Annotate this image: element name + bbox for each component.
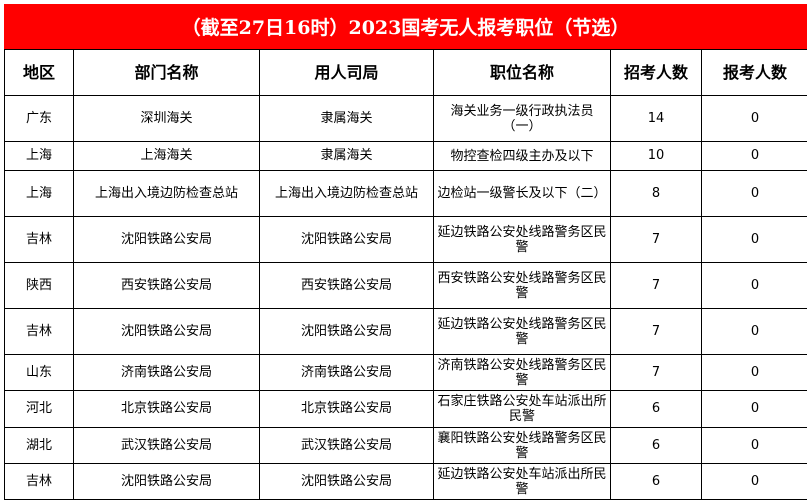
cell-bureau: 隶属海关 (259, 141, 434, 171)
cell-applicant-count: 0 (701, 463, 807, 500)
cell-position: 延边铁路公安处线路警务区民警 (433, 308, 611, 355)
cell-applicant-count: 0 (701, 262, 807, 309)
cell-position: 物控查检四级主办及以下 (433, 141, 611, 171)
cell-region: 广东 (4, 95, 74, 142)
cell-bureau: 沈阳铁路公安局 (259, 216, 434, 263)
cell-recruit-count: 8 (610, 170, 702, 217)
cell-position: 西安铁路公安处线路警务区民警 (433, 262, 611, 309)
positions-table: 地区 部门名称 用人司局 职位名称 招考人数 报考人数 广东 深圳海关 隶属海关 海关业务一级行… (4, 49, 807, 500)
table-row: 山东 济南铁路公安局 济南铁路公安局 济南铁路公安处线路警务区民警 7 0 (4, 354, 807, 391)
cell-department: 济南铁路公安局 (73, 354, 260, 391)
cell-bureau: 西安铁路公安局 (259, 262, 434, 309)
cell-region: 吉林 (4, 463, 74, 500)
cell-bureau: 沈阳铁路公安局 (259, 308, 434, 355)
cell-position: 石家庄铁路公安处车站派出所民警 (433, 390, 611, 428)
table-title: （截至27日16时）2023国考无人报考职位（节选） (4, 4, 807, 49)
cell-applicant-count: 0 (701, 354, 807, 391)
cell-recruit-count: 6 (610, 390, 702, 428)
cell-bureau: 上海出入境边防检查总站 (259, 170, 434, 217)
cell-department: 上海出入境边防检查总站 (73, 170, 260, 217)
cell-department: 沈阳铁路公安局 (73, 308, 260, 355)
cell-department: 上海海关 (73, 141, 260, 171)
cell-recruit-count: 14 (610, 95, 702, 142)
cell-region: 吉林 (4, 216, 74, 263)
cell-bureau: 北京铁路公安局 (259, 390, 434, 428)
cell-recruit-count: 7 (610, 216, 702, 263)
cell-department: 西安铁路公安局 (73, 262, 260, 309)
cell-region: 上海 (4, 141, 74, 171)
cell-applicant-count: 0 (701, 141, 807, 171)
header-position: 职位名称 (433, 49, 611, 96)
header-region: 地区 (4, 49, 74, 96)
cell-department: 武汉铁路公安局 (73, 427, 260, 464)
cell-recruit-count: 7 (610, 354, 702, 391)
cell-bureau: 武汉铁路公安局 (259, 427, 434, 464)
table-row: 湖北 武汉铁路公安局 武汉铁路公安局 襄阳铁路公安处线路警务区民警 6 0 (4, 427, 807, 464)
cell-applicant-count: 0 (701, 427, 807, 464)
cell-recruit-count: 6 (610, 427, 702, 464)
cell-department: 沈阳铁路公安局 (73, 463, 260, 500)
cell-recruit-count: 7 (610, 308, 702, 355)
header-applicant-count: 报考人数 (701, 49, 807, 96)
cell-region: 湖北 (4, 427, 74, 464)
cell-position: 济南铁路公安处线路警务区民警 (433, 354, 611, 391)
cell-recruit-count: 10 (610, 141, 702, 171)
cell-applicant-count: 0 (701, 390, 807, 428)
cell-position: 延边铁路公安处车站派出所民警 (433, 463, 611, 500)
cell-applicant-count: 0 (701, 308, 807, 355)
table-row: 吉林 沈阳铁路公安局 沈阳铁路公安局 延边铁路公安处线路警务区民警 7 0 (4, 308, 807, 355)
cell-region: 上海 (4, 170, 74, 217)
cell-region: 陕西 (4, 262, 74, 309)
header-department: 部门名称 (73, 49, 260, 96)
cell-position: 海关业务一级行政执法员（一） (433, 95, 611, 142)
cell-applicant-count: 0 (701, 95, 807, 142)
cell-position: 延边铁路公安处线路警务区民警 (433, 216, 611, 263)
header-row: 地区 部门名称 用人司局 职位名称 招考人数 报考人数 (4, 49, 807, 96)
cell-bureau: 济南铁路公安局 (259, 354, 434, 391)
cell-department: 深圳海关 (73, 95, 260, 142)
cell-applicant-count: 0 (701, 216, 807, 263)
cell-position: 边检站一级警长及以下（二） (433, 170, 611, 217)
cell-region: 河北 (4, 390, 74, 428)
table-row: 上海 上海海关 隶属海关 物控查检四级主办及以下 10 0 (4, 141, 807, 171)
cell-bureau: 隶属海关 (259, 95, 434, 142)
table-row: 上海 上海出入境边防检查总站 上海出入境边防检查总站 边检站一级警长及以下（二） 8 0 (4, 170, 807, 217)
cell-position: 襄阳铁路公安处线路警务区民警 (433, 427, 611, 464)
cell-bureau: 沈阳铁路公安局 (259, 463, 434, 500)
header-bureau: 用人司局 (259, 49, 434, 96)
table-row: 吉林 沈阳铁路公安局 沈阳铁路公安局 延边铁路公安处车站派出所民警 6 0 (4, 463, 807, 500)
cell-department: 沈阳铁路公安局 (73, 216, 260, 263)
cell-recruit-count: 7 (610, 262, 702, 309)
header-recruit-count: 招考人数 (610, 49, 702, 96)
cell-region: 吉林 (4, 308, 74, 355)
table-row: 河北 北京铁路公安局 北京铁路公安局 石家庄铁路公安处车站派出所民警 6 0 (4, 390, 807, 428)
table-row: 陕西 西安铁路公安局 西安铁路公安局 西安铁路公安处线路警务区民警 7 0 (4, 262, 807, 309)
table-row: 吉林 沈阳铁路公安局 沈阳铁路公安局 延边铁路公安处线路警务区民警 7 0 (4, 216, 807, 263)
table-row: 广东 深圳海关 隶属海关 海关业务一级行政执法员（一） 14 0 (4, 95, 807, 142)
cell-region: 山东 (4, 354, 74, 391)
cell-recruit-count: 6 (610, 463, 702, 500)
cell-department: 北京铁路公安局 (73, 390, 260, 428)
cell-applicant-count: 0 (701, 170, 807, 217)
